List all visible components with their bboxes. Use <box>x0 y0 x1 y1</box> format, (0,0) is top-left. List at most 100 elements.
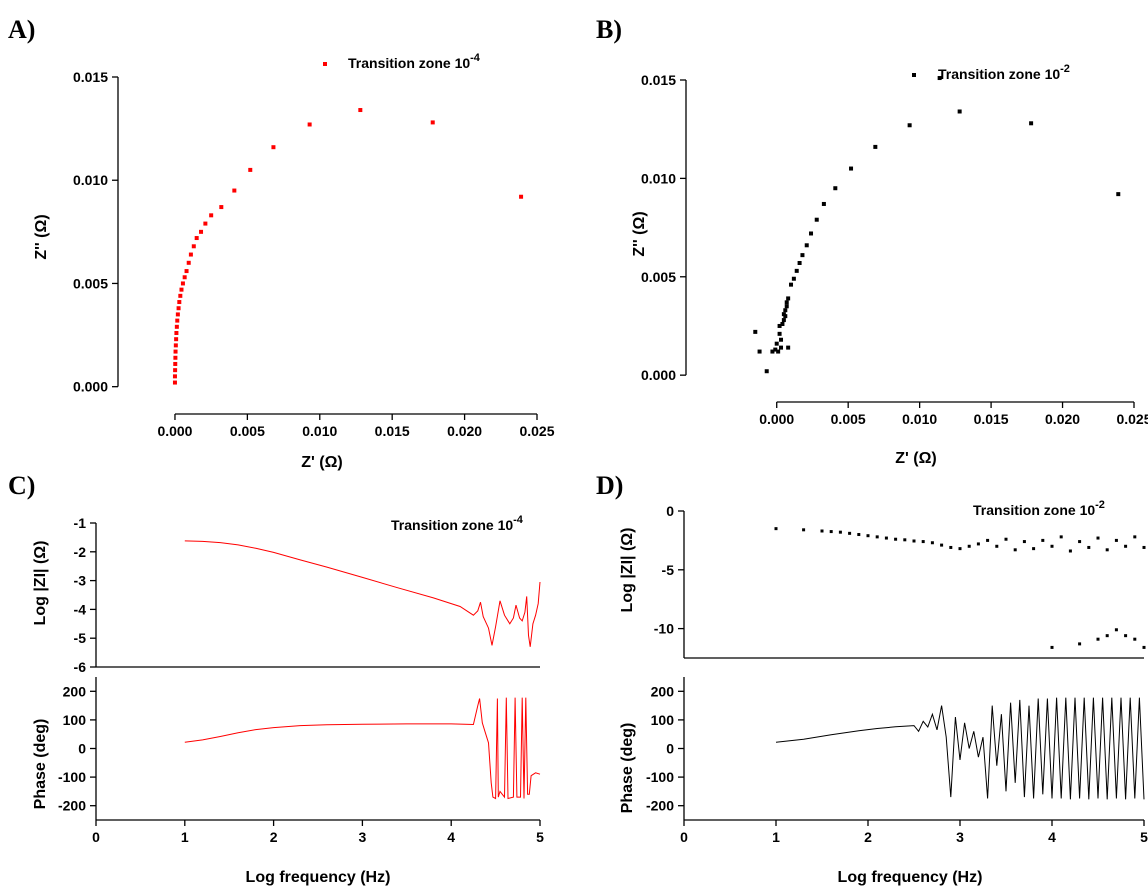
chart-b-point <box>784 300 789 305</box>
chart-d-top-point <box>866 534 870 538</box>
chart-d-top-ytick-label: -10 <box>654 621 674 637</box>
chart-b-point <box>789 282 794 287</box>
chart-c-bottom-xtick-label: 0 <box>92 829 100 845</box>
legend-d-exponent: -2 <box>1095 499 1105 511</box>
chart-c-bottom-xtick-label: 2 <box>270 829 278 845</box>
chart-a-point <box>176 306 181 311</box>
chart-c-xlabel: Log frequency (Hz) <box>246 869 391 886</box>
legend-a-label: Transition zone 10 <box>348 55 470 71</box>
chart-d-top-point <box>1096 637 1100 641</box>
chart-b-point <box>774 341 779 346</box>
chart-d-top-point <box>1050 645 1054 649</box>
chart-d-top-point <box>820 529 824 533</box>
chart-a-point <box>209 213 214 218</box>
chart-c-bottom-series-line <box>184 697 541 800</box>
chart-c-bottom-ytick-label: 0 <box>78 741 86 757</box>
chart-b-point <box>814 217 819 222</box>
chart-d-top-point <box>921 540 925 544</box>
chart-d-top-point <box>875 535 879 539</box>
chart-d-legend: Transition zone 10-2 <box>973 499 1105 518</box>
chart-b-point <box>757 349 762 354</box>
chart-d-top-point <box>967 544 971 548</box>
chart-d-top-point <box>1114 538 1118 542</box>
chart-c-legend: Transition zone 10-4 <box>391 514 524 533</box>
chart-c-top-ytick-label: -6 <box>74 659 87 675</box>
chart-d-top-point <box>1133 637 1137 641</box>
chart-a-point <box>173 368 178 373</box>
chart-b-point <box>773 347 778 352</box>
chart-a-ytick-label: 0.015 <box>73 69 108 85</box>
chart-c-bottom-ytick-label: 200 <box>63 683 87 699</box>
chart-b-point <box>770 349 775 354</box>
chart-c-top-series-line <box>184 540 541 647</box>
chart-d-top-point <box>1022 540 1026 544</box>
chart-a-point <box>248 167 253 172</box>
chart-d-top-point <box>802 528 806 532</box>
chart-a-point <box>519 194 524 199</box>
legend-d-label: Transition zone 10 <box>973 502 1095 518</box>
chart-d-top-point <box>1114 628 1118 632</box>
chart-a-point <box>175 312 180 317</box>
chart-b-ylabel: Z'' (Ω) <box>631 211 648 256</box>
chart-a-point <box>232 188 237 193</box>
chart-a-point <box>186 260 191 265</box>
chart-d-top-point <box>894 537 898 541</box>
chart-a-point <box>188 252 193 257</box>
chart-a-xtick-label: 0.020 <box>447 423 482 439</box>
chart-d-top-point <box>940 543 944 547</box>
chart-b-point <box>957 109 962 114</box>
chart-a-legend: Transition zone 10-4 <box>323 52 481 71</box>
chart-a-point <box>172 374 177 379</box>
chart-a-point <box>191 244 196 249</box>
chart-b-point <box>1116 192 1121 197</box>
legend-a-exponent: -4 <box>470 52 481 64</box>
chart-b-point <box>781 312 786 317</box>
chart-c-bottom-ytick-label: 100 <box>63 712 87 728</box>
panel-label-a: A) <box>8 15 35 44</box>
chart-b-point <box>781 318 786 323</box>
chart-a-point <box>177 300 182 305</box>
chart-d-top-point <box>848 531 852 535</box>
chart-a-xtick-label: 0.000 <box>157 423 192 439</box>
chart-c-bottom-ytick-label: -100 <box>58 769 86 785</box>
chart-d-top-point <box>903 538 907 542</box>
chart-b-legend: Transition zone 10-2 <box>912 63 1070 82</box>
chart-d-bottom-ytick-label: 100 <box>651 712 675 728</box>
chart-b-point <box>800 253 805 258</box>
chart-a-point <box>174 324 179 329</box>
chart-c-top-ytick-label: -5 <box>74 630 87 646</box>
chart-d-bottom-ytick-label: -100 <box>646 769 674 785</box>
chart-d-bottom-ylabel: Phase (deg) <box>619 723 636 814</box>
chart-b-point <box>784 304 789 309</box>
chart-a-ylabel: Z'' (Ω) <box>33 214 50 259</box>
chart-a-point <box>172 380 177 385</box>
chart-b-point <box>849 166 854 171</box>
chart-c-bottom-xtick-label: 5 <box>536 829 544 845</box>
chart-b-point <box>794 268 799 273</box>
chart-a-point <box>173 349 178 354</box>
chart-a-point <box>184 269 189 274</box>
chart-b-xtick-label: 0.005 <box>831 411 866 427</box>
chart-d-top-ytick-label: 0 <box>666 503 674 519</box>
chart-d-top-point <box>995 544 999 548</box>
legend-marker-b <box>912 73 916 77</box>
legend-b-exponent: -2 <box>1060 63 1070 75</box>
chart-b-point <box>783 308 788 313</box>
chart-d-top-point <box>1124 634 1128 638</box>
chart-d-top-point <box>949 545 953 549</box>
legend-b-text: Transition zone 10-2 <box>938 63 1070 82</box>
chart-a-point <box>173 343 178 348</box>
legend-c-text: Transition zone 10-4 <box>391 514 524 533</box>
chart-d-top-point <box>1041 538 1045 542</box>
chart-d-top-point <box>1078 540 1082 544</box>
chart-b-ytick-label: 0.000 <box>641 367 676 383</box>
chart-d-top-point <box>1124 544 1128 548</box>
chart-b-xtick-label: 0.010 <box>902 411 937 427</box>
panel-label-c: C) <box>8 471 35 500</box>
chart-d-xlabel: Log frequency (Hz) <box>838 869 983 886</box>
chart-b-point <box>780 322 785 326</box>
chart-d-top-point <box>1096 536 1100 540</box>
chart-c-top-ytick-label: -2 <box>74 544 87 560</box>
chart-b-ytick-label: 0.015 <box>641 72 676 88</box>
legend-a-text: Transition zone 10-4 <box>348 52 481 71</box>
